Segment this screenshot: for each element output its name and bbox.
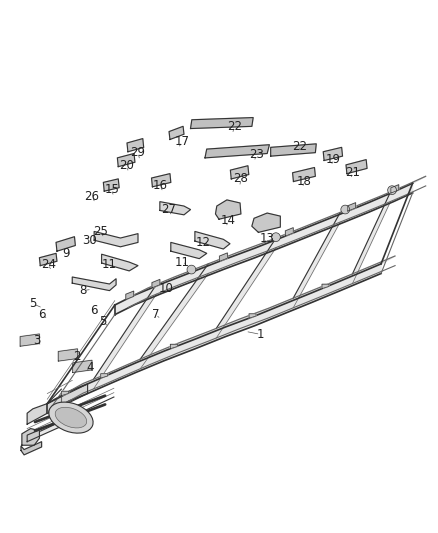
Polygon shape: [140, 264, 208, 369]
Polygon shape: [160, 201, 191, 215]
Polygon shape: [73, 360, 92, 373]
Circle shape: [272, 233, 280, 241]
Text: 27: 27: [161, 203, 176, 216]
Text: 7: 7: [152, 308, 159, 321]
Text: 15: 15: [104, 183, 119, 196]
Text: 26: 26: [85, 190, 99, 203]
Polygon shape: [171, 243, 207, 259]
Polygon shape: [101, 374, 108, 378]
Polygon shape: [230, 166, 249, 179]
Text: 13: 13: [260, 231, 275, 245]
Polygon shape: [216, 238, 276, 338]
Polygon shape: [39, 253, 57, 265]
Polygon shape: [61, 391, 69, 395]
Polygon shape: [152, 174, 171, 187]
Text: 10: 10: [159, 282, 174, 295]
Polygon shape: [271, 144, 316, 156]
Polygon shape: [215, 200, 241, 219]
Text: 12: 12: [196, 236, 211, 249]
Polygon shape: [322, 284, 329, 288]
Polygon shape: [94, 231, 138, 247]
Text: 11: 11: [174, 256, 189, 269]
Text: 16: 16: [152, 179, 167, 192]
Polygon shape: [102, 254, 138, 271]
Text: 23: 23: [249, 148, 264, 161]
Polygon shape: [286, 228, 293, 236]
Text: 3: 3: [34, 335, 41, 348]
Ellipse shape: [49, 402, 93, 433]
Text: 21: 21: [345, 166, 360, 179]
Ellipse shape: [55, 407, 87, 428]
Text: 14: 14: [220, 214, 235, 227]
Polygon shape: [323, 147, 343, 160]
Polygon shape: [72, 277, 116, 290]
Polygon shape: [58, 349, 78, 361]
Polygon shape: [20, 334, 39, 346]
Polygon shape: [293, 167, 315, 182]
Polygon shape: [348, 203, 356, 211]
Polygon shape: [21, 442, 42, 455]
Text: 6: 6: [38, 308, 46, 321]
Text: 28: 28: [233, 172, 248, 185]
Polygon shape: [27, 411, 85, 442]
Polygon shape: [47, 256, 395, 403]
Text: 2: 2: [73, 350, 81, 363]
Text: 5: 5: [29, 297, 36, 310]
Polygon shape: [346, 159, 367, 174]
Circle shape: [388, 186, 396, 195]
Text: 22: 22: [227, 120, 242, 133]
Polygon shape: [152, 279, 160, 288]
Polygon shape: [219, 253, 227, 261]
Circle shape: [341, 205, 350, 214]
Circle shape: [187, 265, 196, 274]
Polygon shape: [22, 429, 39, 445]
Polygon shape: [127, 139, 144, 152]
Polygon shape: [126, 291, 134, 300]
Text: 20: 20: [120, 159, 134, 172]
Polygon shape: [103, 179, 119, 191]
Polygon shape: [56, 237, 75, 251]
Polygon shape: [94, 285, 156, 389]
Text: 4: 4: [86, 361, 94, 374]
Text: 25: 25: [93, 225, 108, 238]
Polygon shape: [115, 176, 426, 305]
Polygon shape: [205, 145, 269, 158]
Text: 18: 18: [297, 175, 312, 188]
Text: 6: 6: [90, 304, 98, 317]
Text: 5: 5: [99, 315, 106, 328]
Text: 11: 11: [102, 258, 117, 271]
Polygon shape: [117, 154, 135, 167]
Text: 19: 19: [325, 152, 340, 166]
Text: 9: 9: [62, 247, 70, 260]
Text: 30: 30: [82, 233, 97, 247]
Text: 17: 17: [174, 135, 189, 148]
Text: 29: 29: [131, 146, 145, 159]
Polygon shape: [195, 231, 230, 249]
Polygon shape: [293, 212, 340, 308]
Polygon shape: [47, 264, 381, 413]
Text: 22: 22: [293, 140, 307, 152]
Polygon shape: [191, 118, 253, 128]
Polygon shape: [353, 192, 391, 284]
Text: 8: 8: [80, 284, 87, 297]
Polygon shape: [27, 384, 88, 424]
Polygon shape: [115, 183, 413, 314]
Polygon shape: [252, 213, 280, 232]
Polygon shape: [169, 126, 184, 140]
Polygon shape: [391, 184, 399, 193]
Polygon shape: [249, 314, 256, 318]
Polygon shape: [170, 344, 177, 349]
Text: 1: 1: [257, 328, 265, 341]
Text: 24: 24: [41, 258, 56, 271]
